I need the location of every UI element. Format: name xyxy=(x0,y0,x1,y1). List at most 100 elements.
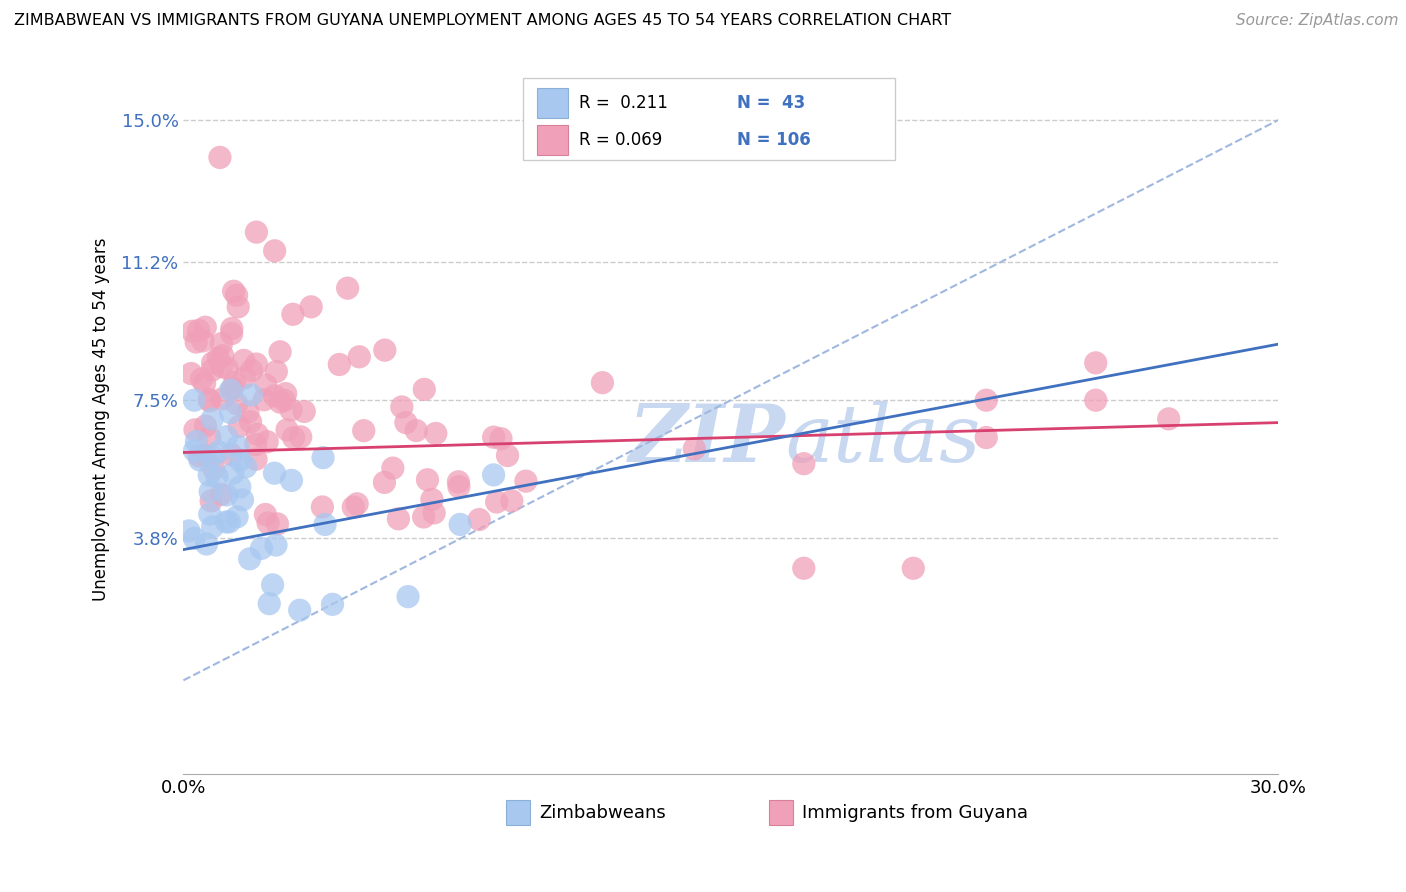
Point xyxy=(211,392,233,406)
Point xyxy=(482,467,505,482)
Bar xyxy=(537,87,568,118)
Point xyxy=(336,281,359,295)
Point xyxy=(245,437,267,451)
Point xyxy=(1157,412,1180,426)
Point xyxy=(201,363,224,377)
Point xyxy=(420,492,443,507)
Point xyxy=(280,474,302,488)
Point xyxy=(219,383,242,397)
Point xyxy=(200,493,222,508)
Point xyxy=(256,434,278,449)
Point xyxy=(239,415,262,429)
Point xyxy=(591,376,613,390)
Point xyxy=(194,449,217,463)
Point xyxy=(222,285,245,299)
Point xyxy=(198,484,221,499)
Text: atlas: atlas xyxy=(786,401,981,479)
Point xyxy=(187,323,209,337)
Point xyxy=(314,517,336,532)
Point xyxy=(290,430,312,444)
Point xyxy=(273,393,295,408)
Point xyxy=(221,326,243,341)
Point xyxy=(274,386,297,401)
Bar xyxy=(506,800,530,825)
Point xyxy=(387,512,409,526)
Point xyxy=(198,392,221,407)
Point xyxy=(292,404,315,418)
Point xyxy=(485,495,508,509)
Point xyxy=(257,516,280,530)
Point xyxy=(299,300,322,314)
Point xyxy=(245,357,267,371)
Point xyxy=(188,449,211,463)
Point xyxy=(221,381,243,395)
Point xyxy=(201,450,224,464)
Point xyxy=(226,439,249,453)
Text: ZIP: ZIP xyxy=(628,401,786,479)
Point xyxy=(312,450,335,465)
Point xyxy=(280,403,302,417)
Point xyxy=(201,520,224,534)
Point xyxy=(215,515,238,529)
Point xyxy=(226,509,249,524)
Point xyxy=(425,426,447,441)
Point xyxy=(349,350,371,364)
Point xyxy=(194,320,217,334)
Point xyxy=(225,288,247,302)
Point xyxy=(177,524,200,538)
Text: Zimbabweans: Zimbabweans xyxy=(540,804,666,822)
Point xyxy=(482,430,505,444)
Point xyxy=(198,431,221,445)
Point xyxy=(283,431,305,445)
Point xyxy=(195,537,218,551)
Text: Immigrants from Guyana: Immigrants from Guyana xyxy=(801,804,1028,822)
Point xyxy=(209,336,232,351)
Point xyxy=(186,434,208,449)
Point xyxy=(233,371,256,385)
Point xyxy=(262,578,284,592)
Point xyxy=(264,538,287,552)
Point xyxy=(269,395,291,409)
Point xyxy=(239,551,262,566)
Point xyxy=(198,468,221,483)
Point xyxy=(198,507,221,521)
Point xyxy=(240,388,263,402)
Point xyxy=(217,361,239,376)
Text: Source: ZipAtlas.com: Source: ZipAtlas.com xyxy=(1236,13,1399,29)
Point xyxy=(201,412,224,426)
Point xyxy=(501,494,523,508)
Point xyxy=(215,430,238,444)
Point xyxy=(209,487,232,501)
Point xyxy=(1084,393,1107,408)
Point xyxy=(322,597,344,611)
Point xyxy=(194,419,217,434)
Text: ZIMBABWEAN VS IMMIGRANTS FROM GUYANA UNEMPLOYMENT AMONG AGES 45 TO 54 YEARS CORR: ZIMBABWEAN VS IMMIGRANTS FROM GUYANA UNE… xyxy=(14,13,952,29)
Point xyxy=(405,424,427,438)
Point xyxy=(281,307,304,321)
Point xyxy=(191,334,214,348)
Point xyxy=(903,561,925,575)
Point xyxy=(263,389,285,403)
Point xyxy=(254,508,277,522)
Point xyxy=(412,510,434,524)
Point xyxy=(183,443,205,458)
Point xyxy=(288,603,311,617)
Point xyxy=(246,427,269,442)
Point xyxy=(423,506,446,520)
Point xyxy=(219,406,242,420)
Text: R = 0.069: R = 0.069 xyxy=(579,131,662,149)
Point xyxy=(342,500,364,515)
Point xyxy=(215,488,238,502)
Point xyxy=(198,394,221,409)
Point xyxy=(253,392,276,407)
Point xyxy=(1084,356,1107,370)
Point xyxy=(266,365,288,379)
Point xyxy=(381,461,404,475)
Point xyxy=(447,475,470,489)
Point xyxy=(353,424,375,438)
Point xyxy=(229,480,252,494)
Point xyxy=(229,453,252,467)
Point xyxy=(211,349,233,363)
Point xyxy=(263,244,285,258)
Point xyxy=(413,383,436,397)
